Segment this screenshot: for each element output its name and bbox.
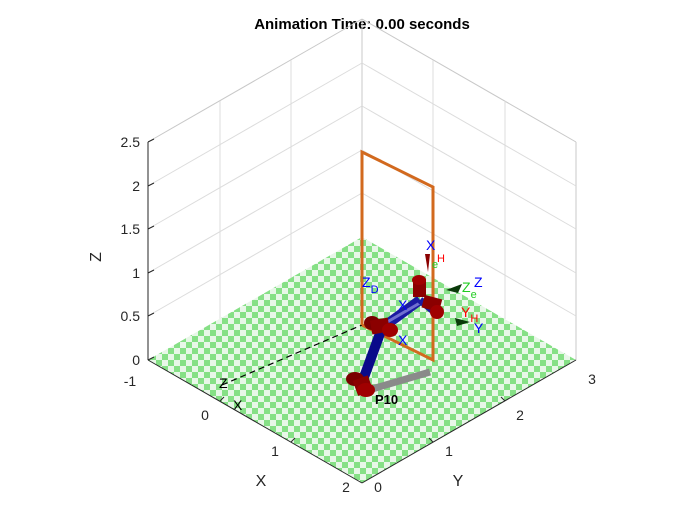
gray-base-link	[371, 368, 431, 393]
robot-arm	[346, 254, 470, 397]
y-axis-ticks: 0 1 2 3	[374, 371, 596, 495]
robot-joint-base	[346, 372, 375, 397]
robot-link-lower	[358, 326, 387, 382]
x-axis-label: X	[256, 473, 267, 490]
frame-label-z-blue: Z	[474, 274, 483, 290]
z-axis-ticks: 0 0.5 1 1.5 2 2.5	[121, 134, 141, 368]
svg-text:1.5: 1.5	[121, 221, 141, 237]
frame-label-xb: X	[233, 397, 243, 413]
robot-id-label: P10	[375, 392, 398, 407]
axes-lines	[147, 138, 577, 484]
axes-box-grid	[147, 18, 577, 360]
x-axis-ticks: -1 0 1 2	[124, 373, 350, 495]
frame-label-xd: X	[398, 297, 408, 313]
svg-text:1: 1	[132, 265, 140, 281]
frame-label-x-mid: X	[398, 332, 408, 348]
robot-joint-wrist	[412, 275, 444, 319]
svg-text:2.5: 2.5	[121, 134, 141, 150]
frame-label-e-top: e	[432, 259, 438, 271]
svg-text:1: 1	[271, 443, 279, 459]
frame-label-zd: ZD	[362, 274, 379, 296]
frame-label-ze: Ze	[462, 279, 477, 301]
svg-text:-1: -1	[124, 373, 137, 389]
svg-text:0: 0	[374, 479, 382, 495]
svg-text:2: 2	[516, 407, 524, 423]
y-axis-label: Y	[453, 473, 464, 490]
frame-label-h-top: H	[437, 253, 445, 265]
target-frame-outline	[360, 149, 435, 363]
svg-text:0.5: 0.5	[121, 308, 141, 324]
frame-label-xe: X	[426, 237, 436, 253]
dashed-reference-line	[221, 324, 363, 386]
frame-label-zb: Z	[219, 375, 228, 391]
svg-text:3: 3	[588, 371, 596, 387]
svg-text:1: 1	[445, 443, 453, 459]
frame-label-yb: Y	[474, 320, 484, 336]
svg-text:0: 0	[132, 352, 140, 368]
robot-joint-elbow	[364, 316, 398, 337]
svg-text:2: 2	[132, 178, 140, 194]
z-axis-label: Z	[88, 252, 105, 262]
svg-text:2: 2	[342, 479, 350, 495]
svg-text:0: 0	[201, 407, 209, 423]
frame-label-yh: YH	[461, 304, 478, 325]
coordinate-frame-labels: ZD X X X H e Ze Z YH Y Z X P10	[219, 237, 484, 413]
